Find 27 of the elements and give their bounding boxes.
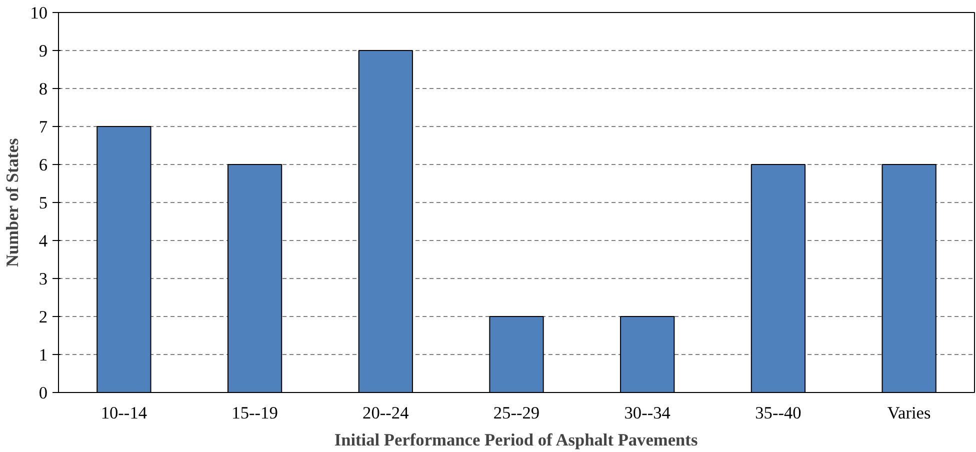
y-tick-label: 6	[38, 156, 48, 174]
x-tick-label: 35--40	[755, 404, 802, 422]
y-tick-label: 3	[38, 270, 48, 288]
x-tick-label: 15--19	[232, 404, 278, 422]
y-tick-label: 4	[38, 232, 48, 250]
bar	[882, 164, 936, 392]
y-tick-label: 0	[38, 384, 48, 402]
bar	[489, 316, 544, 392]
x-tick-label: 25--29	[493, 404, 540, 422]
x-tick-label: 10--14	[100, 404, 148, 422]
bar	[96, 126, 152, 392]
bar	[358, 50, 413, 392]
y-tick-label: 2	[38, 308, 48, 326]
y-tick-label: 7	[38, 118, 48, 136]
bar	[227, 164, 282, 392]
y-tick-label: 9	[38, 42, 48, 60]
y-tick-label: 1	[38, 346, 48, 364]
x-axis-title: Initial Performance Period of Asphalt Pavements	[334, 430, 698, 450]
x-tick-label: 20--24	[362, 404, 410, 422]
y-tick-label: 8	[38, 80, 48, 98]
y-tick-label: 10	[30, 4, 48, 22]
x-tick-label: Varies	[887, 404, 931, 422]
bar	[750, 164, 806, 392]
y-tick-label: 5	[38, 194, 48, 212]
x-tick-label: 30--34	[624, 404, 671, 422]
bar	[620, 316, 675, 392]
y-axis-title: Number of States	[3, 138, 22, 267]
